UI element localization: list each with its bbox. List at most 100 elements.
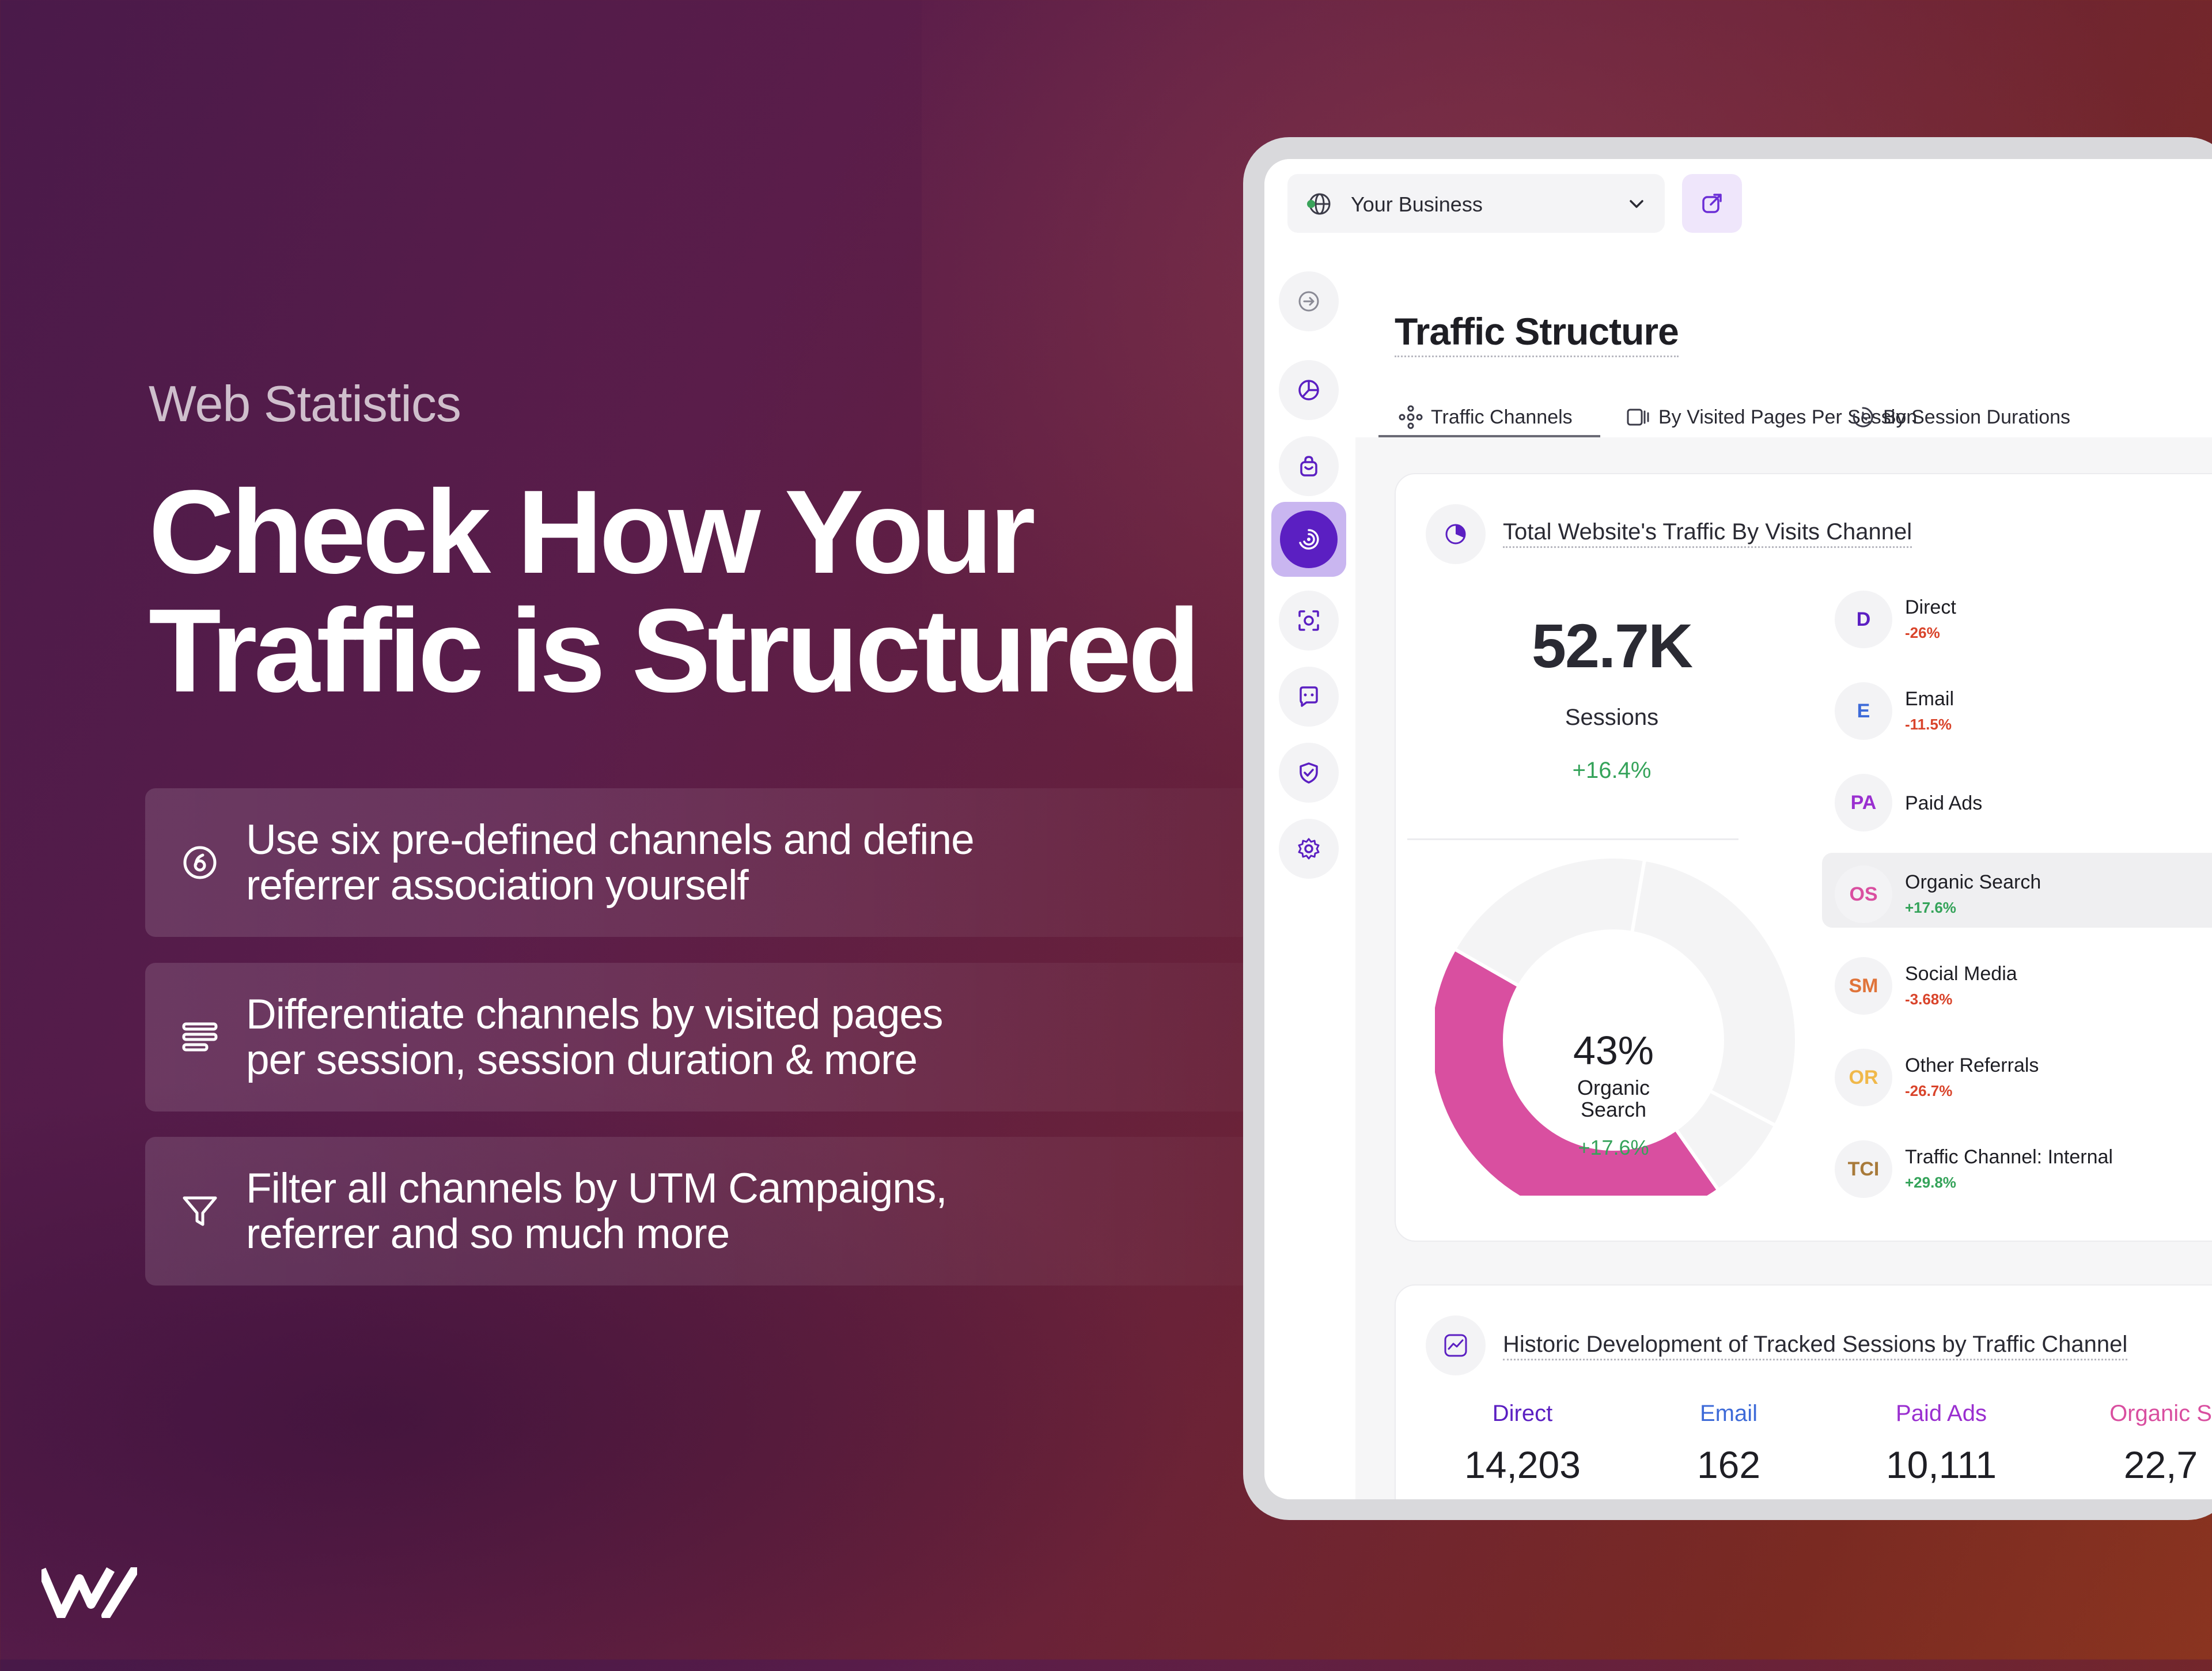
historic-column-label: Direct	[1492, 1401, 1553, 1426]
channel-avatar: OR	[1835, 1049, 1892, 1106]
sidebar-item-logout[interactable]	[1279, 271, 1339, 331]
filter-icon	[183, 1196, 217, 1226]
shield-check-icon	[1300, 762, 1318, 784]
channel-change: +17.6%	[1905, 899, 1956, 916]
channel-row[interactable]: E Email -11.5%	[1822, 670, 2212, 744]
background-shade	[0, 1037, 1267, 1671]
lines-icon	[182, 1022, 218, 1052]
page-header: Traffic Structure Traffic Channels By	[1355, 247, 2212, 437]
feature-text: Use six pre-defined channels and define …	[246, 817, 1168, 908]
logout-icon	[1298, 291, 1319, 312]
feature-line: per session, session duration & more	[246, 1037, 918, 1083]
eyebrow-text: Web Statistics	[149, 375, 461, 432]
sidebar-item-traffic-active	[1280, 511, 1338, 568]
trend-chart-icon	[1444, 1334, 1467, 1357]
timer-icon	[1853, 407, 1873, 428]
sidebar-item-messages[interactable]	[1279, 667, 1339, 727]
feature-line: Differentiate channels by visited pages	[246, 991, 944, 1038]
channel-name: Direct	[1905, 596, 1956, 618]
channel-change: -26%	[1905, 624, 1940, 641]
sidebar-item-overview[interactable]	[1279, 360, 1339, 420]
external-link-button[interactable]	[1682, 174, 1742, 233]
feature-card-channels: Use six pre-defined channels and define …	[145, 788, 1297, 937]
donut-center-change: +17.6%	[1578, 1136, 1649, 1159]
channel-avatar: OS	[1835, 865, 1892, 923]
app-screen: Your Business	[1264, 159, 2212, 1499]
donut-center-label-line: Search	[1580, 1098, 1647, 1121]
channel-avatar: SM	[1835, 957, 1892, 1015]
channel-row[interactable]: PA Paid Ads	[1822, 761, 2212, 836]
donut-center-label: Organic Search	[1488, 1077, 1739, 1121]
historic-column-label: Paid Ads	[1896, 1401, 1987, 1426]
pie-chart-icon	[1298, 380, 1319, 400]
six-circle-icon	[183, 846, 217, 879]
sessions-change: +16.4%	[1572, 758, 1652, 783]
top-bar: Your Business	[1264, 159, 2212, 248]
channel-name: Social Media	[1905, 963, 2017, 985]
headline-line-1: Check How Your	[149, 466, 1036, 598]
channel-row[interactable]: OR Other Referrals -26.7%	[1822, 1036, 2212, 1111]
sessions-label: Sessions	[1565, 705, 1659, 730]
business-selector[interactable]: Your Business	[1287, 174, 1665, 233]
sidebar-item-traffic[interactable]	[1271, 502, 1346, 577]
sidebar-item-scan[interactable]	[1279, 591, 1339, 651]
sidebar-item-settings[interactable]	[1279, 819, 1339, 879]
card-title: Historic Development of Tracked Sessions…	[1503, 1332, 2128, 1360]
donut-center-percent: 43%	[1573, 1028, 1654, 1073]
channel-row[interactable]: SM Social Media -3.68%	[1822, 944, 2212, 1019]
settings-icon	[1298, 838, 1320, 860]
channel-name: Other Referrals	[1905, 1054, 2039, 1076]
historic-column-value: 22,7	[2123, 1443, 2198, 1486]
channel-name: Organic Search	[1905, 871, 2041, 893]
channel-name: Email	[1905, 688, 1955, 710]
channel-avatar: TCI	[1835, 1140, 1892, 1198]
feature-text: Filter all channels by UTM Campaigns, re…	[246, 1166, 1168, 1257]
sidebar-item-commerce[interactable]	[1279, 436, 1339, 496]
chat-icon	[1300, 686, 1318, 707]
feature-card-differentiate: Differentiate channels by visited pages …	[145, 963, 1297, 1112]
bag-icon	[1300, 456, 1317, 477]
globe-icon	[1307, 193, 1331, 215]
channel-change: -26.7%	[1905, 1082, 1953, 1099]
channel-avatar: E	[1835, 682, 1892, 740]
feature-line: referrer association yourself	[246, 862, 749, 909]
divider	[1407, 838, 1738, 840]
tab-label: By Visited Pages Per Session	[1658, 406, 1918, 428]
historic-column-value: 10,111	[1885, 1443, 1997, 1486]
channel-row[interactable]: TCI Traffic Channel: Internal +29.8%	[1822, 1128, 2212, 1203]
historic-column-label: Email	[1699, 1401, 1758, 1426]
feature-line: Use six pre-defined channels and define	[246, 816, 975, 863]
tab-label: By Session Durations	[1883, 406, 2071, 428]
card-icon	[1426, 504, 1486, 564]
traffic-by-channel-card: Total Website's Traffic By Visits Channe…	[1395, 473, 2212, 1242]
headline-line-2: Traffic is Structured	[149, 584, 1200, 717]
tab-active-indicator	[1378, 435, 1600, 437]
traffic-icon	[1299, 529, 1319, 550]
scan-icon	[1298, 610, 1319, 631]
channel-row[interactable]: OS Organic Search +17.6%	[1822, 853, 2212, 928]
business-name: Your Business	[1351, 192, 1483, 216]
headline: Check How Your Traffic is Structured	[149, 472, 1243, 710]
donut-center-label-line: Organic	[1577, 1076, 1650, 1099]
historic-column: Paid Ads 10,111	[1849, 1401, 2033, 1487]
feature-line: Filter all channels by UTM Campaigns,	[246, 1165, 948, 1212]
feature-card-filter: Filter all channels by UTM Campaigns, re…	[145, 1137, 1297, 1286]
page-title: Traffic Structure	[1395, 309, 1679, 357]
historic-column: Email 162	[1637, 1401, 1821, 1487]
chevron-down-icon	[1630, 200, 1643, 208]
historic-column-value: 14,203	[1464, 1443, 1581, 1486]
channel-avatar: PA	[1835, 774, 1892, 831]
historic-column: Direct 14,203	[1430, 1401, 1615, 1487]
channel-name: Traffic Channel: Internal	[1905, 1146, 2113, 1168]
sidebar-item-security[interactable]	[1279, 743, 1339, 803]
card-title: Total Website's Traffic By Visits Channe…	[1503, 519, 1912, 548]
historic-column: Organic S 22,7	[2069, 1401, 2212, 1487]
pages-icon	[1627, 409, 1649, 426]
external-link-icon	[1702, 194, 1722, 213]
feature-line: referrer and so much more	[246, 1211, 730, 1257]
channel-avatar: D	[1835, 591, 1892, 648]
channel-row[interactable]: D Direct -26%	[1822, 578, 2212, 653]
sidebar	[1264, 247, 1357, 1499]
pie-chart-icon	[1445, 524, 1466, 545]
channels-icon	[1399, 405, 1423, 429]
